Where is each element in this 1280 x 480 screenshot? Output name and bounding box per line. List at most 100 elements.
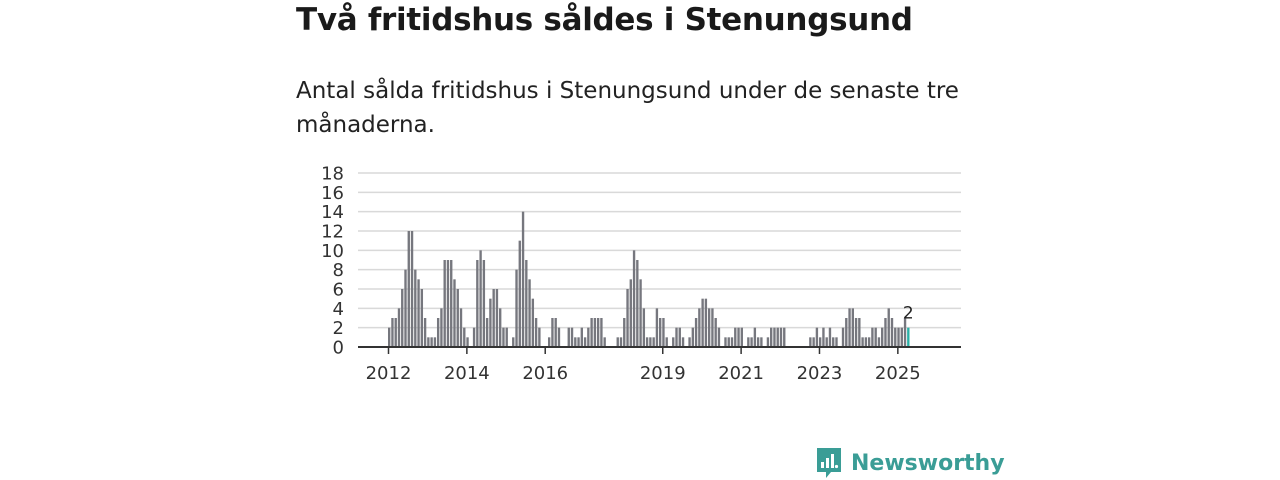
- y-tick-label: 4: [333, 299, 344, 320]
- newsworthy-logo-icon: [817, 448, 841, 478]
- y-tick-label: 14: [321, 202, 344, 223]
- bar: [818, 337, 822, 347]
- bar: [845, 318, 848, 347]
- bar: [822, 327, 825, 347]
- bar: [567, 327, 570, 347]
- bar: [443, 260, 446, 347]
- y-tick-label: 0: [333, 338, 344, 359]
- bar: [724, 337, 727, 347]
- bar: [430, 337, 433, 347]
- bars: 2: [388, 211, 914, 347]
- bar: [652, 337, 655, 347]
- bar: [446, 260, 450, 347]
- bar: [391, 318, 394, 347]
- bar: [388, 327, 391, 347]
- bar: [629, 279, 632, 347]
- bar: [639, 279, 642, 347]
- bar: [521, 211, 525, 347]
- bar: [414, 269, 417, 347]
- newsworthy-logo: Newsworthy: [815, 446, 1005, 480]
- bar: [835, 337, 838, 347]
- bar: [756, 337, 760, 347]
- x-tick-label: 2019: [640, 363, 686, 384]
- bar: [825, 337, 828, 347]
- bar: [433, 337, 437, 347]
- bar: [900, 327, 903, 347]
- bar: [459, 308, 463, 347]
- bar: [747, 337, 750, 347]
- bar: [688, 337, 691, 347]
- bar: [427, 337, 430, 347]
- bar: [600, 318, 603, 347]
- bar: [672, 337, 675, 347]
- bar: [783, 327, 786, 347]
- bar: [440, 308, 443, 347]
- bar: [528, 279, 531, 347]
- bar: [779, 327, 783, 347]
- x-tick-label: 2021: [718, 363, 764, 384]
- y-tick-label: 16: [321, 183, 344, 204]
- bar: [551, 318, 554, 347]
- bar: [420, 289, 424, 347]
- bar: [884, 318, 887, 347]
- bar: [534, 318, 538, 347]
- bar: [616, 337, 619, 347]
- bar: [897, 327, 900, 347]
- bar-latest: [907, 327, 910, 347]
- bar: [417, 279, 420, 347]
- bar: [659, 318, 662, 347]
- x-tick-label: 2012: [366, 363, 412, 384]
- bar: [394, 318, 397, 347]
- bar: [753, 327, 757, 347]
- bar: [502, 327, 505, 347]
- bar: [760, 337, 763, 347]
- bar: [456, 289, 459, 347]
- bar: [557, 327, 561, 347]
- bar: [828, 327, 832, 347]
- bar: [525, 260, 528, 347]
- bar: [665, 337, 668, 347]
- chart-title: Två fritidshus såldes i Stenungsund: [296, 2, 913, 38]
- bar: [407, 231, 410, 347]
- bar: [662, 318, 665, 347]
- y-tick-label: 10: [321, 241, 344, 262]
- bar: [707, 308, 711, 347]
- bar: [404, 269, 407, 347]
- bar: [832, 337, 835, 347]
- bar: [489, 298, 492, 347]
- bar: [730, 337, 734, 347]
- bar: [645, 337, 649, 347]
- bar: [681, 337, 685, 347]
- bar: [711, 308, 714, 347]
- bar: [877, 337, 881, 347]
- bar: [492, 289, 495, 347]
- bar: [479, 250, 482, 347]
- bar: [903, 318, 907, 347]
- bar: [505, 327, 508, 347]
- x-axis-ticks: 2012 2014 2016 2019 2021 2023 2025: [366, 347, 921, 384]
- y-tick-label: 8: [333, 260, 344, 281]
- bar: [701, 298, 704, 347]
- y-tick-label: 12: [321, 222, 344, 243]
- bar: [871, 327, 874, 347]
- bar: [410, 231, 414, 347]
- bar: [698, 308, 701, 347]
- bar: [593, 318, 597, 347]
- latest-value-label: 2: [903, 304, 914, 324]
- bar: [848, 308, 851, 347]
- bar: [815, 327, 819, 347]
- bar: [538, 327, 541, 347]
- bar: [727, 337, 730, 347]
- bar: [632, 250, 636, 347]
- bar: [574, 337, 577, 347]
- bar: [436, 318, 440, 347]
- bar: [401, 289, 404, 347]
- bar: [587, 327, 590, 347]
- bar: [874, 327, 877, 347]
- bar: [583, 337, 587, 347]
- bar: [577, 337, 580, 347]
- bar: [854, 318, 858, 347]
- bar: [570, 327, 574, 347]
